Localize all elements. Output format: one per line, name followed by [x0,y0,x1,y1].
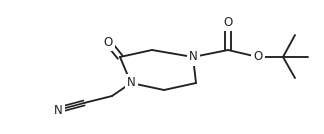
Text: O: O [103,36,113,49]
Text: O: O [223,16,233,29]
Text: O: O [253,51,263,64]
Text: N: N [54,103,63,116]
Text: N: N [127,77,135,90]
Text: N: N [189,51,197,64]
